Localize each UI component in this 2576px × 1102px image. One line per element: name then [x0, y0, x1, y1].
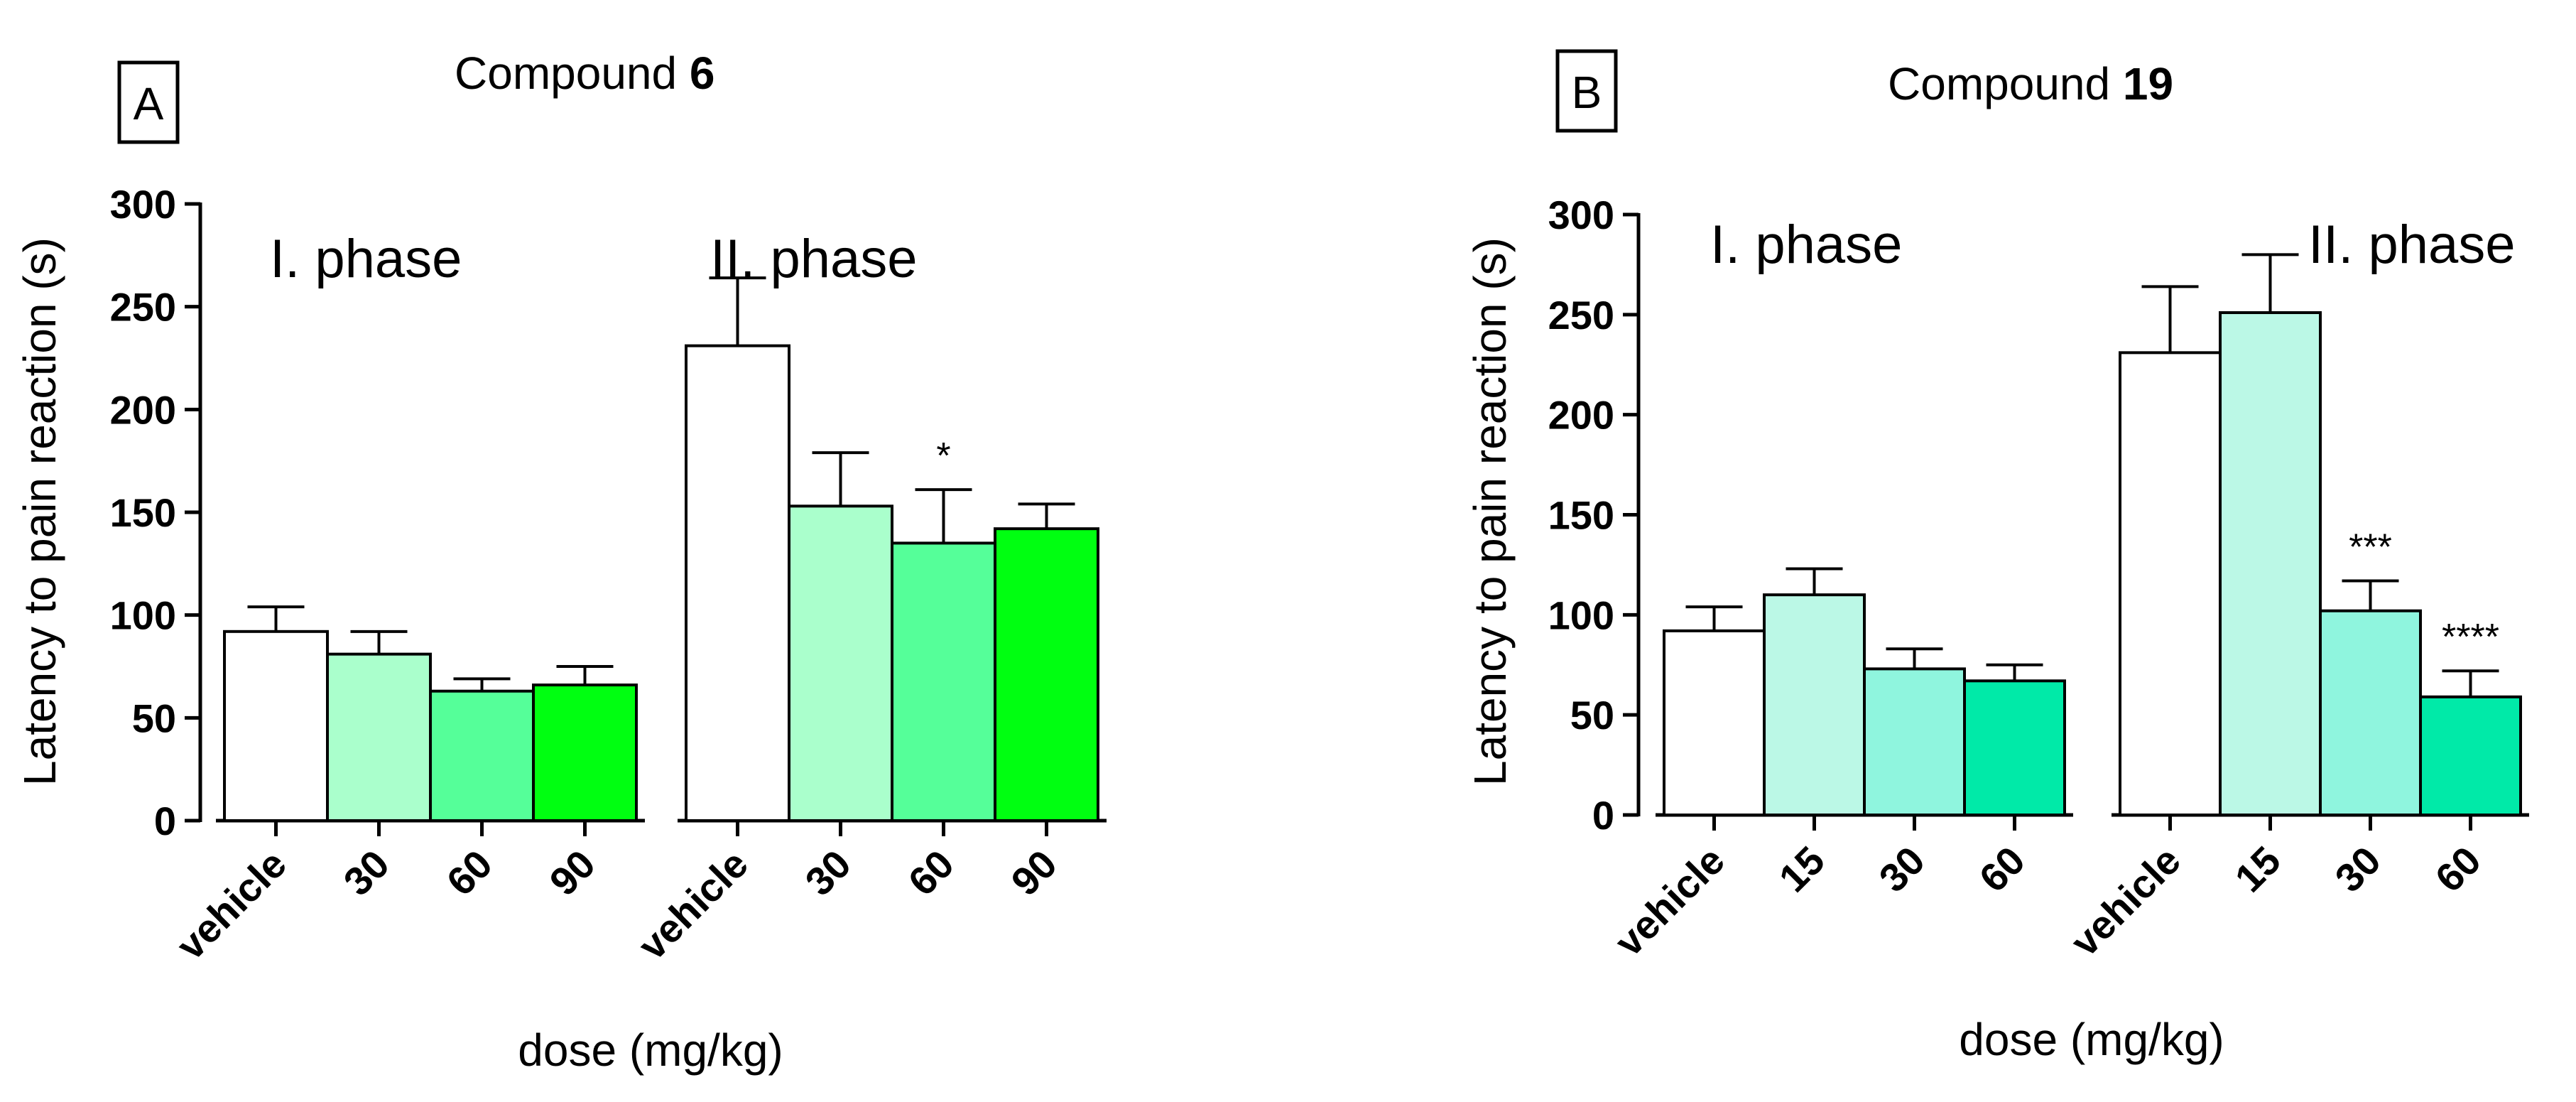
panel-b-category-label: vehicle	[1606, 838, 1733, 965]
panel-b-y-tick-label: 300	[1548, 193, 1614, 237]
panel-b-title: Compound 19	[1888, 58, 2173, 109]
panel-b-category-label: 30	[2326, 838, 2389, 901]
panel-b: B Compound 19 0 50 100 150 200 250 300 Latency to…	[1464, 49, 2529, 1065]
panel-a-category-label: 30	[796, 841, 859, 904]
panel-a-category-label: 60	[899, 841, 962, 904]
panel-b-y-axis-title: Latency to pain reaction (s)	[1464, 237, 1516, 786]
panel-b-y-tick-label: 0	[1592, 793, 1614, 838]
panel-b-y-tick-label: 100	[1548, 593, 1614, 637]
panel-a-y-tick-label: 0	[154, 799, 176, 843]
panel-a-bar	[994, 527, 1099, 822]
panel-a-y-tick-label: 200	[110, 387, 176, 432]
panel-a-category-label: 90	[1002, 841, 1065, 904]
panel-a-bar	[891, 541, 996, 823]
panel-a-category-label: 30	[335, 841, 398, 904]
panel-a-y-tick-label: 300	[110, 182, 176, 227]
panel-b-title-compound: 19	[2123, 58, 2173, 109]
panel-a-bar	[685, 344, 790, 822]
panel-a-phase-label: II. phase	[710, 229, 918, 289]
panel-b-category-label: 15	[1770, 838, 1833, 901]
panel-b-category-label: 15	[2226, 838, 2289, 901]
panel-a-bar	[223, 630, 329, 823]
panel-b-y-tick-label: 150	[1548, 493, 1614, 538]
panel-b-significance-marker: ****	[2442, 617, 2499, 658]
panel-b-title-text: Compound	[1888, 58, 2123, 109]
panel-b-y-tick-label: 250	[1548, 293, 1614, 337]
panel-a-title: Compound 6	[455, 48, 714, 99]
panel-b-y-tick-label: 200	[1548, 393, 1614, 438]
panel-a-category-label: 60	[438, 841, 501, 904]
panel-a-y-axis-title: Latency to pain reaction (s)	[14, 237, 65, 786]
panel-a-bar	[532, 684, 638, 822]
panel-a-y-tick-label: 100	[110, 593, 176, 638]
panel-a-category-label: vehicle	[629, 841, 756, 968]
panel-b-category-label: 60	[1970, 838, 2033, 901]
panel-a-title-compound: 6	[690, 48, 715, 99]
panel-b-bar	[2219, 311, 2322, 816]
panel-b-bar	[1663, 629, 1766, 816]
panel-b-category-label: 60	[2426, 838, 2489, 901]
panel-a-bar	[429, 689, 535, 822]
panel-b-category-label: 30	[1870, 838, 1933, 901]
panel-b-bar	[1863, 667, 1966, 817]
panel-b-significance-marker: ***	[2349, 526, 2392, 568]
panel-b-y-tick-label: 50	[1570, 693, 1614, 738]
panel-b-x-axis-title: dose (mg/kg)	[1959, 1014, 2224, 1065]
panel-a-phase-label: I. phase	[270, 229, 462, 289]
panel-b-bar	[1963, 679, 2066, 816]
panel-a-bar	[326, 652, 432, 823]
panel-a-title-text: Compound	[455, 48, 690, 99]
panel-b-label-box	[1555, 49, 1618, 133]
panel-a-y-tick-label: 50	[132, 696, 176, 740]
panel-a-y-tick-label: 150	[110, 490, 176, 535]
panel-b-bar	[2319, 609, 2422, 816]
panel-a-label-box	[117, 60, 180, 144]
panel-b-phase-label: II. phase	[2308, 215, 2516, 275]
panel-b-category-label: vehicle	[2062, 838, 2189, 965]
panel-b-bar	[2119, 351, 2222, 817]
panel-b-bar	[2419, 695, 2522, 816]
panel-a-significance-marker: *	[936, 436, 950, 477]
panel-a-label: A	[134, 78, 164, 129]
panel-a-bar	[788, 504, 893, 822]
panel-b-phase-label: I. phase	[1710, 215, 1902, 275]
panel-a-x-axis-title: dose (mg/kg)	[518, 1025, 783, 1076]
panel-b-label: B	[1572, 67, 1602, 118]
panel-a-category-label: vehicle	[168, 841, 295, 968]
panel-a-category-label: 90	[540, 841, 604, 904]
panel-a-y-tick-label: 250	[110, 285, 176, 330]
panel-b-bar	[1763, 593, 1866, 817]
